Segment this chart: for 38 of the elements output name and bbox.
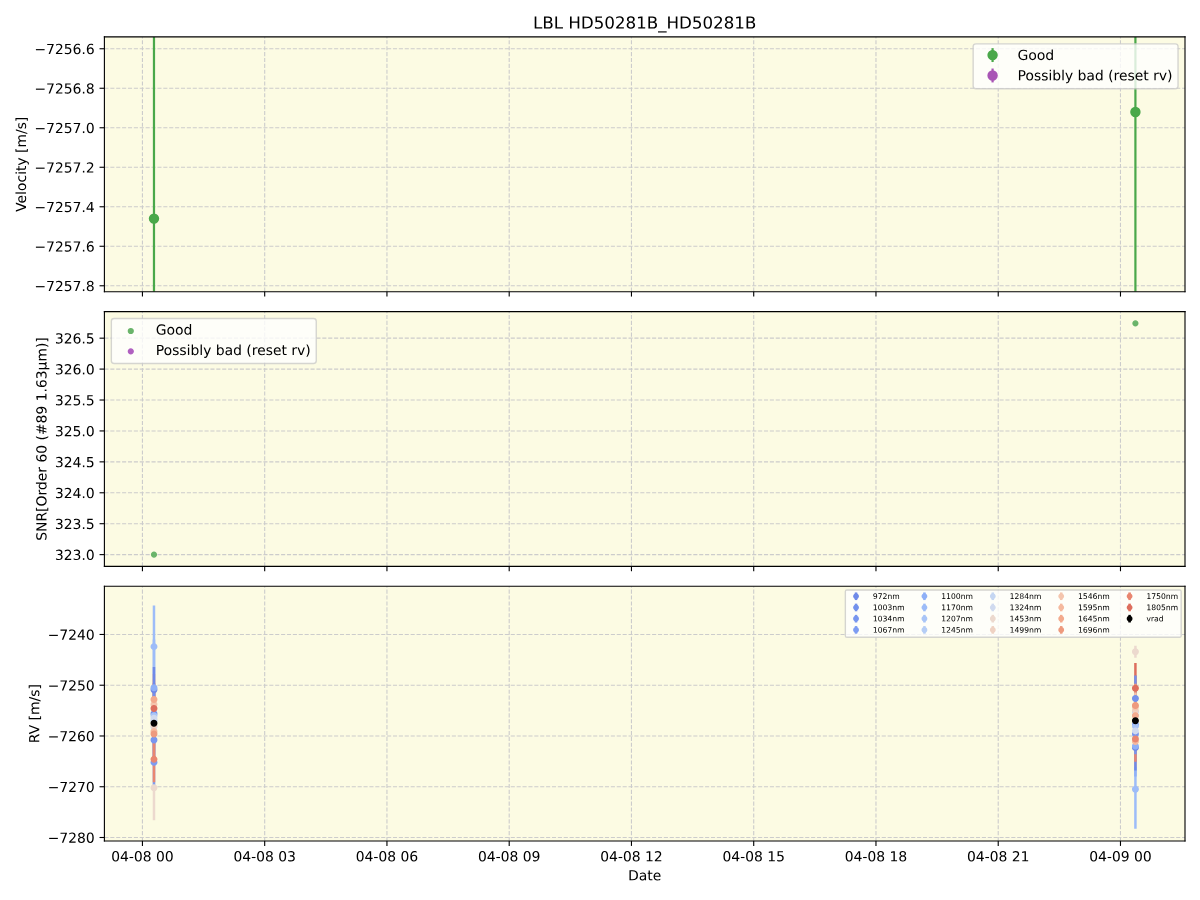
y-tick-label: −7256.6 [35,43,94,55]
x-tick-label: 04-08 09 [478,851,540,862]
y-axis-title: RV [m/s] [28,685,42,742]
y-axis-title: SNR[Order 60 (#89 1.63μm)] [35,338,50,540]
x-tick-label: 04-08 03 [234,851,295,862]
chart-title: LBL HD50281B_HD50281B [534,16,756,33]
y-tick-label: −7257.6 [35,241,94,252]
y-tick-label: −7257.8 [35,280,94,292]
legend-label: Good [1018,49,1053,61]
x-tick-label: 04-08 12 [601,851,662,862]
y-tick-label: 324.5 [55,456,94,468]
y-tick-label: −7270 [49,781,94,793]
x-tick-label: 04-08 00 [112,851,173,862]
y-tick-label: 323.5 [55,518,94,530]
y-tick-label: 324.0 [55,487,94,499]
y-tick-label: 323.0 [55,549,94,561]
y-tick-label: 326.0 [55,364,94,375]
x-tick-label: 04-08 18 [845,851,907,862]
y-tick-label: 325.5 [55,394,94,406]
x-axis-title: Date [629,870,661,881]
y-tick-label: −7257.0 [35,122,94,134]
legend-label: Possibly bad (reset rv) [157,344,310,358]
y-tick-label: 326.5 [55,333,94,344]
legend-label: Possibly bad (reset rv) [1018,69,1172,84]
y-axis-title: Velocity [m/s] [15,117,29,212]
x-tick-label: 04-08 21 [967,851,1029,862]
y-tick-label: 325.0 [55,425,94,437]
y-tick-label: −7257.4 [35,201,94,213]
x-tick-label: 04-08 06 [356,851,418,862]
y-tick-label: −7257.2 [35,162,94,173]
x-tick-label: 04-08 15 [723,851,784,862]
y-tick-label: −7250 [49,680,94,691]
y-tick-label: −7280 [49,832,94,843]
y-tick-label: −7256.8 [35,83,94,94]
legend-label: Good [156,324,192,335]
y-tick-label: −7240 [49,629,94,640]
x-tick-label: 04-09 00 [1090,851,1151,862]
y-tick-label: −7260 [49,730,94,742]
